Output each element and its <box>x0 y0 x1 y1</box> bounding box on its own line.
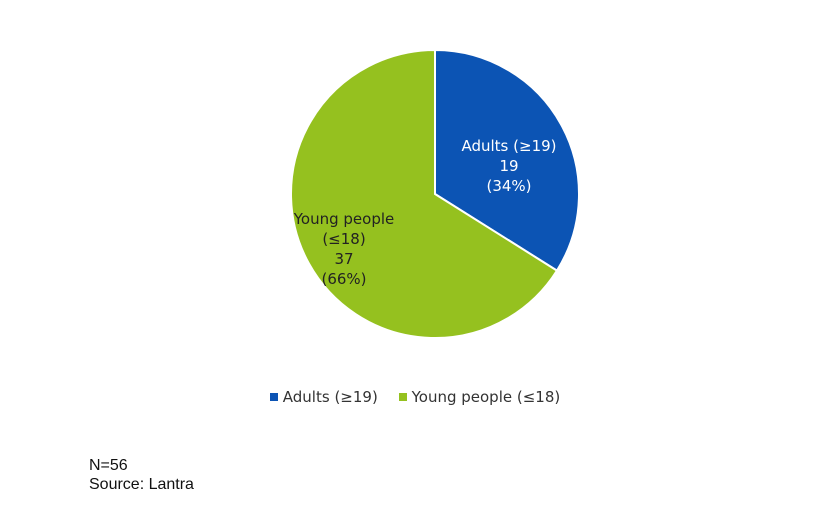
legend: Adults (≥19) Young people (≤18) <box>0 388 830 406</box>
legend-item-young-people: Young people (≤18) <box>398 388 561 406</box>
slice-label-line: 19 <box>499 157 518 175</box>
sample-size-note: N=56 <box>89 457 128 474</box>
chart-notes: N=56 Source: Lantra <box>89 456 194 494</box>
slice-label-line: Young people <box>293 210 395 228</box>
slice-label-line: Adults (≥19) <box>461 137 556 155</box>
legend-item-adults: Adults (≥19) <box>269 388 378 406</box>
pie-chart: Adults (≥19) 19 (34%) Young people (≤18) 37 (6… <box>290 48 580 339</box>
legend-label-adults: Adults (≥19) <box>282 388 378 406</box>
slice-label-line: 37 <box>334 250 353 268</box>
legend-swatch-adults <box>269 393 278 401</box>
slice-label-line: (66%) <box>321 270 366 288</box>
slice-label-line: (≤18) <box>322 230 365 248</box>
legend-swatch-young-people <box>398 393 407 401</box>
source-note: Source: Lantra <box>89 476 194 493</box>
slice-label-line: (34%) <box>486 177 531 195</box>
pie-slice-young-people <box>290 48 559 339</box>
slice-label-adults: Adults (≥19) 19 (34%) <box>461 137 556 195</box>
legend-label-young-people: Young people (≤18) <box>411 388 561 406</box>
slice-label-young-people: Young people (≤18) 37 (66%) <box>293 210 395 288</box>
